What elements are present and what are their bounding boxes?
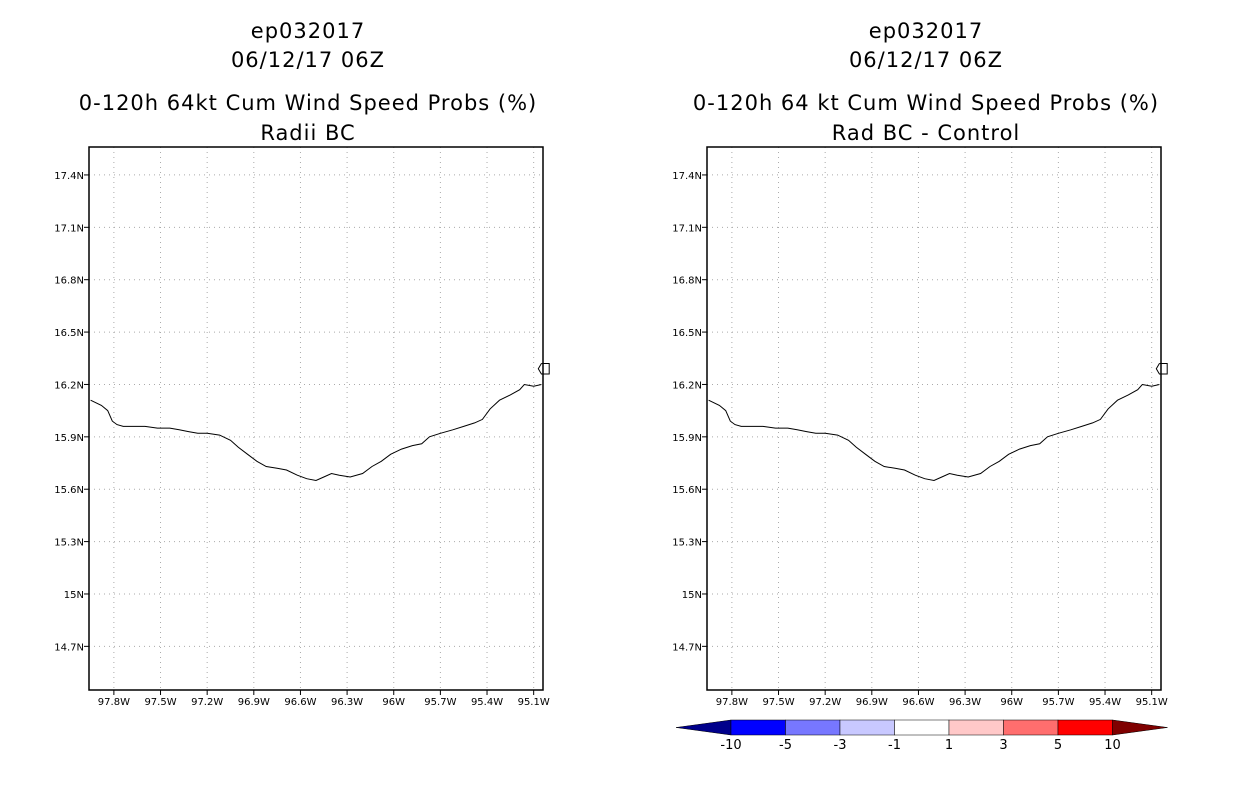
colorbar-label: 3 [999,738,1007,753]
y-tick-label: 16.8N [672,276,702,287]
chart-title-line-3: 0-120h 64 kt Cum Wind Speed Probs (%) [693,91,1159,115]
chart-panel-1: ep032017 06/12/17 06Z 0-120h 64kt Cum Wind… [54,19,550,708]
x-tick-label: 96.6W [902,697,934,708]
x-tick-label: 97.2W [191,697,223,708]
coastline [90,383,542,482]
y-tick-label: 17.1N [672,223,702,234]
y-tick-label: 14.7N [672,642,702,653]
colorbar-label: -5 [779,738,792,753]
colorbar-label: -3 [834,738,847,753]
x-tick-label: 96.9W [238,697,270,708]
chart-title-line-4: Radii BC [260,121,355,145]
plot-frame [706,146,1162,691]
x-tick-label: 97.8W [716,697,748,708]
plot-frame [88,146,544,691]
y-tick-label: 17.4N [672,171,702,182]
colorbar-segment [785,719,841,736]
x-tick-label: 97.8W [98,697,130,708]
x-tick-label: 97.5W [762,697,794,708]
y-tick-label: 15N [682,590,702,601]
y-tick-label: 15.9N [672,433,702,444]
x-tick-label: 95.7W [1042,697,1074,708]
x-tick-label: 97.2W [809,697,841,708]
y-tick-label: 17.1N [54,223,84,234]
colorbar-arrow-low [675,719,732,736]
chart-title-line-2: 06/12/17 06Z [231,48,385,72]
colorbar-label: 1 [945,738,953,753]
y-tick-label: 15N [64,590,84,601]
y-tick-label: 16.5N [54,328,84,339]
x-tick-label: 95.1W [518,697,550,708]
x-tick-label: 95.4W [1089,697,1121,708]
colorbar-label: 10 [1104,738,1121,753]
y-tick-label: 15.6N [54,485,84,496]
coastline [708,383,1160,482]
y-tick-label: 16.8N [54,276,84,287]
colorbar-label: -10 [720,738,741,753]
colorbar-segment [894,719,950,736]
colorbar-segment [1057,719,1113,736]
colorbar-segment [730,719,786,736]
colorbar-segment [948,719,1004,736]
colorbar-segment [839,719,895,736]
y-tick-label: 15.3N [54,538,84,549]
x-tick-label: 96.3W [331,697,363,708]
x-tick-label: 96W [382,697,405,708]
y-tick-label: 17.4N [54,171,84,182]
island-outline [1155,363,1168,375]
colorbar: -10 -5 -3 -1 1 3 5 10 [675,719,1168,753]
y-tick-label: 15.9N [54,433,84,444]
colorbar-segment [1003,719,1059,736]
x-tick-label: 96.6W [284,697,316,708]
x-tick-label: 96.3W [949,697,981,708]
island-outline [537,363,550,375]
y-tick-label: 14.7N [54,642,84,653]
chart-panel-2: ep032017 06/12/17 06Z 0-120h 64 kt Cum Win… [672,19,1168,753]
colorbar-arrow-high [1112,719,1168,736]
chart-title-line-4: Rad BC - Control [832,121,1021,145]
y-tick-label: 16.5N [672,328,702,339]
chart-title-line-3: 0-120h 64kt Cum Wind Speed Probs (%) [79,91,537,115]
x-tick-label: 95.4W [471,697,503,708]
y-tick-label: 15.3N [672,538,702,549]
x-tick-label: 97.5W [144,697,176,708]
colorbar-label: 5 [1054,738,1062,753]
x-tick-label: 96W [1000,697,1023,708]
chart-title-line-2: 06/12/17 06Z [849,48,1003,72]
y-tick-label: 16.2N [672,380,702,391]
chart-title-line-1: ep032017 [869,19,983,43]
x-tick-label: 96.9W [856,697,888,708]
x-tick-label: 95.1W [1136,697,1168,708]
chart-title-line-1: ep032017 [251,19,365,43]
colorbar-label: -1 [888,738,901,753]
x-tick-label: 95.7W [424,697,456,708]
y-tick-label: 16.2N [54,380,84,391]
y-tick-label: 15.6N [672,485,702,496]
